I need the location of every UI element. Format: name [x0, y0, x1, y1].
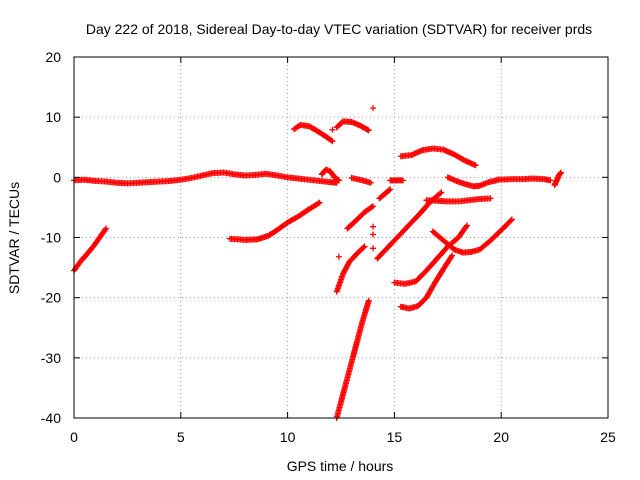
series-seg-13-14-diag: [344, 203, 377, 232]
data-points: [71, 105, 565, 421]
data-point: [370, 231, 377, 238]
y-axis-label: SDTVAR / TECUs: [6, 182, 22, 294]
series-line-12-13: [333, 243, 368, 295]
data-point: [438, 189, 445, 196]
data-point: [365, 127, 372, 134]
series-isolated: [329, 105, 377, 260]
data-point: [448, 253, 455, 260]
data-point: [487, 195, 494, 202]
data-point: [507, 217, 514, 224]
data-point: [399, 177, 406, 184]
series-dip-17-20: [444, 174, 500, 190]
x-tick-label: 25: [600, 429, 616, 445]
grid-lines: [74, 57, 608, 418]
axis-ticks: 0 5 10 15 20 25 -40 -30 -20 -10 0 10 20: [41, 49, 616, 445]
series-line-16-19: [423, 195, 494, 205]
data-point: [316, 199, 323, 206]
data-point: [449, 252, 456, 259]
data-point: [361, 243, 368, 250]
x-tick-label: 0: [70, 429, 78, 445]
y-tick-label: 10: [45, 109, 61, 125]
data-point: [463, 223, 470, 230]
x-axis-label: GPS time / hours: [287, 458, 394, 474]
series-arc-15-18: [391, 222, 471, 287]
data-point: [329, 138, 336, 145]
series-ramp-8-to-11: [226, 199, 323, 243]
x-tick-label: 20: [493, 429, 509, 445]
series-end-spike: [551, 169, 565, 189]
data-point: [368, 204, 375, 211]
chart-title: Day 222 of 2018, Sidereal Day-to-day VTE…: [86, 21, 592, 37]
series-seg-15: [387, 177, 406, 184]
data-point: [464, 222, 471, 229]
series-arc-15-17: [397, 252, 456, 312]
data-point: [102, 226, 109, 233]
series-steep-line: [333, 297, 372, 421]
data-point: [370, 105, 377, 112]
data-point: [103, 225, 110, 232]
series-baseline-track: [71, 169, 340, 187]
data-point: [370, 223, 377, 230]
data-point: [370, 203, 377, 210]
series-early-ramp: [71, 225, 110, 274]
data-point: [335, 177, 342, 184]
y-tick-label: -30: [41, 350, 61, 366]
data-point: [472, 162, 479, 169]
series-seg-13-14: [348, 174, 374, 186]
data-point: [386, 187, 393, 194]
data-point: [328, 137, 335, 144]
data-point: [334, 176, 341, 183]
data-point: [387, 186, 394, 193]
x-tick-label: 15: [387, 429, 403, 445]
series-seg-14-15: [376, 186, 394, 202]
data-point: [557, 170, 564, 177]
data-point: [365, 297, 372, 304]
data-point: [558, 169, 565, 176]
y-tick-label: -20: [41, 290, 61, 306]
y-tick-label: -40: [41, 410, 61, 426]
data-point: [315, 200, 322, 207]
data-point: [329, 126, 336, 133]
series-arc-10-12: [291, 121, 336, 145]
series-hump-16-19: [397, 145, 479, 169]
data-point: [360, 244, 367, 251]
x-tick-label: 10: [280, 429, 296, 445]
data-point: [335, 253, 342, 260]
data-point: [547, 177, 554, 184]
series-arc-12-13: [333, 118, 372, 134]
data-point: [437, 190, 444, 197]
series-arc-17-20: [429, 216, 515, 256]
y-tick-label: -10: [41, 230, 61, 246]
data-point: [364, 126, 371, 133]
data-point: [370, 245, 377, 252]
y-tick-label: 20: [45, 49, 61, 65]
series-bump-12: [318, 166, 342, 184]
y-tick-label: 0: [53, 169, 61, 185]
series-flat-end: [493, 175, 554, 184]
data-point: [508, 216, 515, 223]
series-big-ramp: [374, 189, 445, 262]
data-point: [367, 179, 374, 186]
x-tick-label: 5: [177, 429, 185, 445]
